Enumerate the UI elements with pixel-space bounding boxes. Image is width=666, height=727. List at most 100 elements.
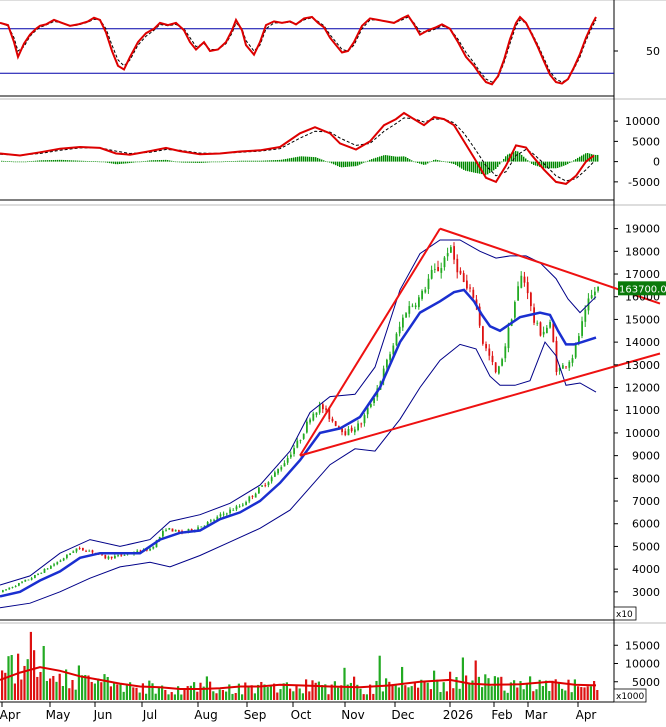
macd-hist-bar bbox=[367, 160, 369, 162]
volume-bar bbox=[529, 676, 532, 700]
volume-bar bbox=[509, 682, 512, 700]
volume-bar bbox=[71, 680, 74, 700]
macd-hist-bar bbox=[9, 161, 11, 162]
macd-hist-bar bbox=[337, 161, 339, 167]
candle-body bbox=[242, 504, 244, 506]
volume-bar bbox=[471, 680, 474, 700]
volume-bar bbox=[589, 686, 592, 700]
candle-body bbox=[120, 554, 123, 556]
candle-body bbox=[437, 267, 439, 272]
macd-hist-bar bbox=[377, 157, 379, 162]
candle-body bbox=[286, 457, 289, 463]
volume-bar bbox=[580, 687, 583, 700]
candle-body bbox=[11, 587, 14, 588]
macd-hist-bar bbox=[403, 156, 405, 162]
candle-body bbox=[56, 562, 59, 565]
volume-tick-label: 5000 bbox=[632, 676, 660, 689]
macd-hist-bar bbox=[433, 159, 435, 162]
candle-body bbox=[104, 555, 107, 559]
volume-bar bbox=[481, 687, 484, 700]
volume-bar bbox=[516, 687, 519, 700]
x-tick-label: May bbox=[46, 708, 71, 722]
macd-hist-bar bbox=[17, 161, 19, 163]
macd-tick-label: 5000 bbox=[632, 135, 660, 148]
candle-body bbox=[251, 495, 254, 497]
volume-bar bbox=[263, 684, 266, 700]
x-tick-label: Oct bbox=[291, 708, 312, 722]
price-tick-label: 14000 bbox=[625, 336, 660, 349]
macd-hist-bar bbox=[119, 161, 121, 165]
macd-hist-bar bbox=[103, 161, 105, 163]
candle-body bbox=[456, 258, 459, 273]
macd-hist-bar bbox=[189, 161, 191, 163]
candle-body bbox=[171, 528, 174, 532]
volume-tick-label: 10000 bbox=[625, 658, 660, 671]
macd-hist-bar bbox=[237, 160, 239, 162]
candle-body bbox=[200, 526, 203, 528]
axes: Apr May Jun Jul Aug Sep Oct Nov Dec 2026 Feb Mar Apr bbox=[0, 701, 614, 722]
volume-bar bbox=[266, 687, 269, 700]
volume-bar bbox=[183, 688, 186, 700]
macd-hist-bar bbox=[357, 161, 359, 166]
candle-body bbox=[434, 268, 436, 270]
macd-hist-bar bbox=[369, 159, 371, 162]
volume-bar bbox=[564, 690, 567, 700]
price-tick-label: 17000 bbox=[625, 268, 660, 281]
macd-hist-bar bbox=[423, 161, 425, 165]
volume-bar bbox=[397, 687, 400, 700]
macd-hist-bar bbox=[129, 161, 131, 164]
volume-bar bbox=[202, 686, 205, 700]
macd-hist-bar bbox=[459, 161, 461, 168]
volume-bar bbox=[327, 694, 330, 700]
macd-hist-bar bbox=[105, 161, 107, 163]
volume-bar bbox=[161, 685, 164, 700]
volume-bar bbox=[548, 690, 551, 700]
macd-hist-bar bbox=[191, 161, 193, 163]
macd-hist-bar bbox=[187, 161, 189, 163]
candle-body bbox=[501, 359, 503, 366]
macd-hist-bar bbox=[523, 156, 525, 162]
volume-bar bbox=[45, 680, 48, 700]
volume-bar bbox=[250, 685, 253, 700]
last-price-label: 163700.0 bbox=[619, 284, 666, 295]
macd-hist-bar bbox=[83, 160, 85, 162]
macd-hist-bar bbox=[265, 160, 267, 162]
volume-bar bbox=[541, 686, 544, 700]
volume-bar bbox=[116, 684, 119, 700]
macd-hist-bar bbox=[383, 155, 385, 162]
macd-hist-bar bbox=[355, 161, 357, 167]
macd-hist-bar bbox=[407, 158, 409, 162]
volume-bar bbox=[301, 693, 304, 700]
candle-body bbox=[283, 463, 286, 467]
bollinger-lower-line bbox=[0, 341, 597, 609]
volume-bar bbox=[503, 690, 506, 700]
macd-hist-bar bbox=[571, 161, 573, 163]
candle-body bbox=[322, 404, 324, 410]
last-price-tag bbox=[618, 281, 666, 296]
candle-body bbox=[382, 368, 385, 382]
volume-bar bbox=[305, 679, 308, 700]
macd-hist-bar bbox=[15, 161, 17, 163]
volume-bar bbox=[167, 694, 170, 700]
macd-hist-bar bbox=[427, 161, 429, 164]
candle-body bbox=[50, 566, 52, 569]
macd-hist-bar bbox=[353, 161, 355, 167]
candle-body bbox=[85, 550, 87, 552]
macd-hist-bar bbox=[263, 160, 265, 162]
volume-bar bbox=[426, 682, 429, 700]
volume-bar bbox=[81, 675, 84, 700]
macd-hist-bar bbox=[455, 161, 457, 165]
candle-body bbox=[318, 404, 321, 413]
volume-bar bbox=[225, 691, 228, 700]
volume-bar bbox=[442, 682, 445, 700]
macd-hist-bar bbox=[463, 161, 465, 170]
volume-bar bbox=[452, 688, 455, 700]
macd-hist-bar bbox=[77, 160, 79, 162]
macd-hist-bar bbox=[465, 161, 467, 171]
candle-body bbox=[450, 247, 452, 253]
macd-hist-bar bbox=[13, 161, 15, 163]
macd-hist-bar bbox=[87, 161, 89, 162]
macd-hist-bar bbox=[61, 159, 63, 162]
macd-hist-bar bbox=[443, 161, 445, 162]
